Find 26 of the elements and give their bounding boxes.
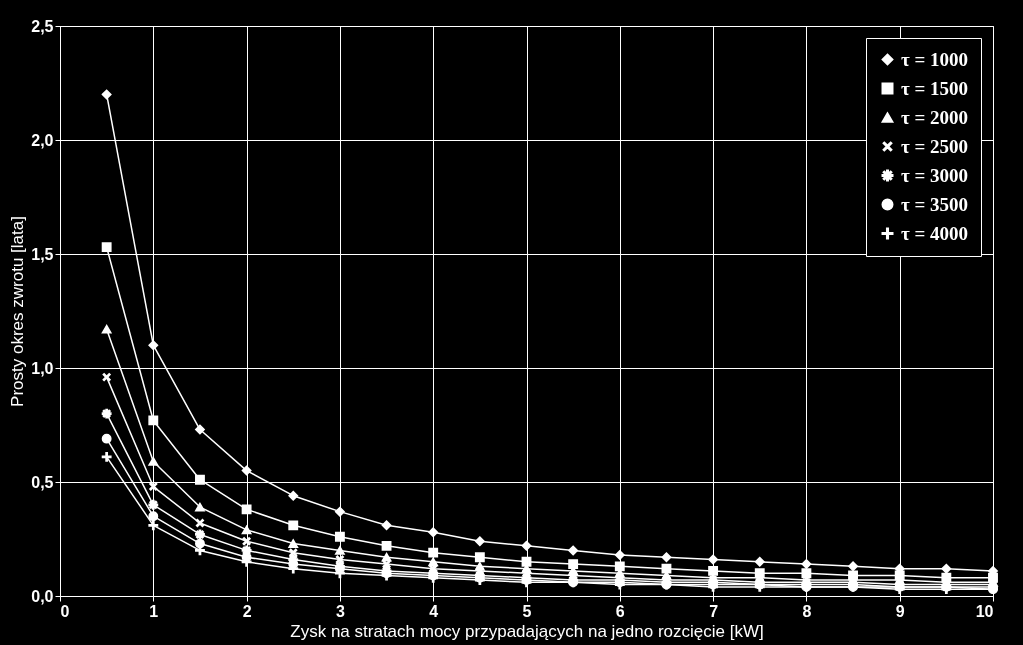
y-tick-label: 0,0 bbox=[31, 587, 54, 605]
legend-label: τ = 1500 bbox=[901, 77, 969, 99]
x-tick-label: 9 bbox=[895, 602, 905, 620]
legend-label: τ = 1000 bbox=[901, 48, 969, 70]
y-tick-label: 1,5 bbox=[31, 245, 54, 263]
legend-label: τ = 2000 bbox=[901, 106, 969, 128]
y-tick-label: 2,0 bbox=[31, 131, 54, 149]
legend-label: τ = 2500 bbox=[901, 135, 969, 157]
legend-label: τ = 3500 bbox=[901, 193, 969, 215]
x-tick-label: 10 bbox=[975, 602, 994, 620]
x-tick-label: 8 bbox=[802, 602, 812, 620]
x-tick-label: 6 bbox=[615, 602, 625, 620]
x-tick-label: 4 bbox=[429, 602, 439, 620]
x-tick-label: 7 bbox=[709, 602, 719, 620]
x-tick-label: 5 bbox=[522, 602, 532, 620]
x-tick-label: 0 bbox=[60, 602, 70, 620]
legend-label: τ = 4000 bbox=[901, 222, 969, 244]
legend-label: τ = 3000 bbox=[901, 164, 969, 186]
y-tick-label: 2,5 bbox=[31, 17, 54, 35]
x-tick-label: 2 bbox=[242, 602, 252, 620]
x-tick-label: 1 bbox=[149, 602, 159, 620]
y-axis-title: Prosty okres zwrotu [lata] bbox=[8, 216, 28, 407]
y-tick-label: 0,5 bbox=[31, 473, 54, 491]
x-axis-title: Zysk na stratach mocy przypadających na jedno rozcięcie [kW] bbox=[290, 621, 764, 641]
x-tick-label: 3 bbox=[335, 602, 345, 620]
y-tick-label: 1,0 bbox=[31, 359, 54, 377]
